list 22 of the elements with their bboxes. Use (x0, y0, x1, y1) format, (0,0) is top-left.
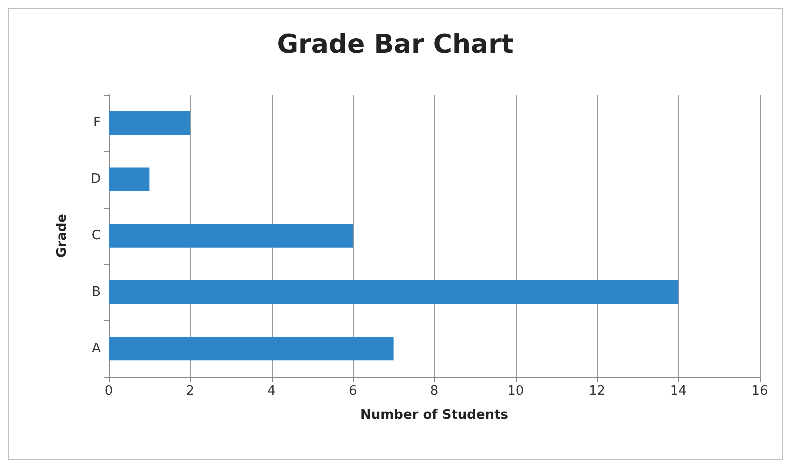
x-tick-label: 16 (752, 384, 768, 399)
x-tick-label: 12 (588, 384, 606, 399)
x-tick-label: 4 (268, 384, 276, 399)
y-tick-label: C (92, 228, 101, 244)
bar (109, 111, 190, 136)
x-tick-label: 0 (104, 384, 114, 399)
y-tick-label: D (90, 172, 101, 188)
chart-title: Grade Bar Chart (277, 30, 514, 60)
bar (109, 280, 679, 304)
y-tick-label: A (92, 341, 102, 356)
x-tick-label: 14 (670, 384, 687, 399)
y-axis-title: Grade (55, 214, 70, 258)
x-axis-title: Number of Students (360, 408, 509, 423)
y-tick-label: F (94, 116, 101, 131)
bar (109, 168, 150, 192)
y-tick-label: B (92, 284, 101, 300)
x-tick-label: 2 (186, 384, 195, 399)
bar (109, 224, 354, 248)
x-tick-label: 10 (508, 384, 524, 399)
x-tick-label: 6 (348, 384, 358, 399)
bar (109, 336, 394, 361)
x-tick-label: 8 (430, 384, 439, 399)
